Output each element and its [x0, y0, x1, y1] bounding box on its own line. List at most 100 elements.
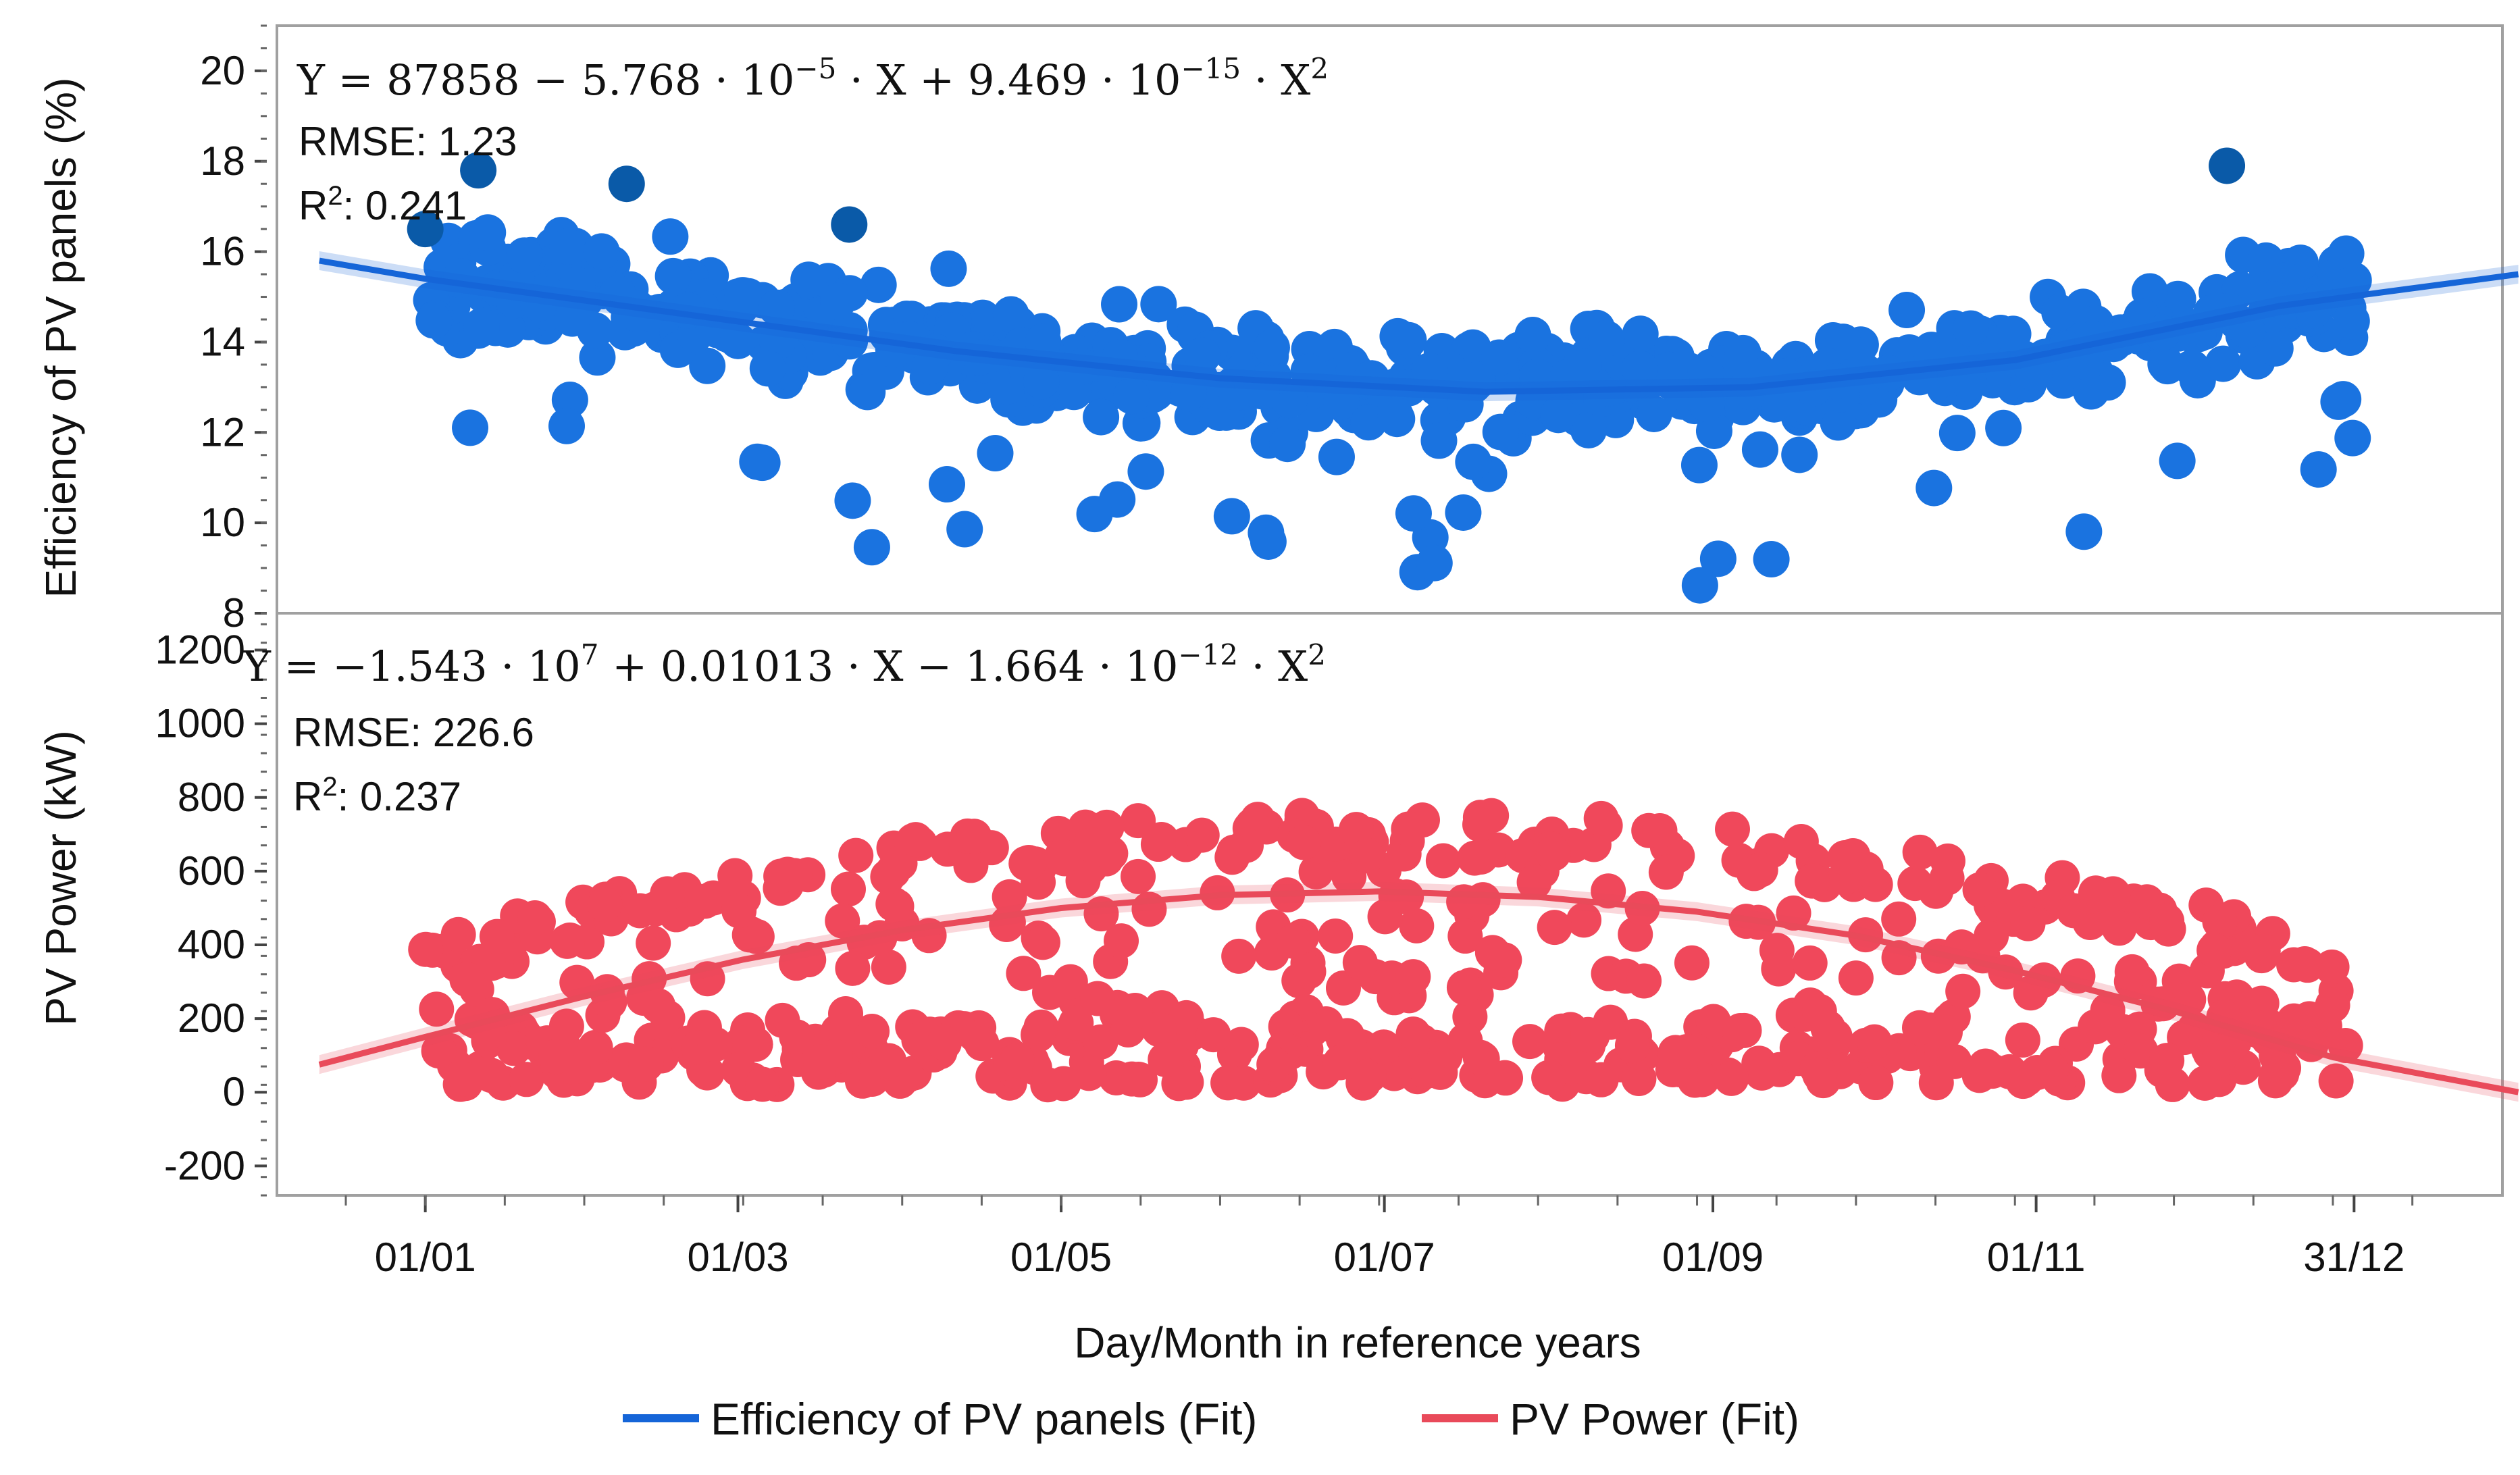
efficiency-point [2229, 312, 2266, 349]
efficiency-point [469, 214, 507, 251]
power-point [1447, 918, 1483, 954]
power-point [628, 1046, 664, 1082]
power-point [1626, 963, 1662, 999]
power-point [1744, 1055, 1780, 1091]
power-point [1329, 1018, 1365, 1054]
power-point [901, 1022, 937, 1058]
power-equation-exp3: 2 [1308, 638, 1326, 671]
power-point [777, 858, 813, 894]
efficiency-point [1753, 541, 1790, 578]
power-point [1927, 1014, 1963, 1050]
power-point [1006, 956, 1042, 991]
efficiency-point [1888, 292, 1926, 329]
efficiency-point [1915, 469, 1953, 507]
power-point [1695, 1004, 1731, 1039]
power-point [1792, 945, 1828, 981]
efficiency-point [962, 339, 999, 376]
efficiency-point [669, 292, 706, 329]
power-point [1722, 1013, 1758, 1049]
x-tick-label: 01/11 [1987, 1235, 2086, 1280]
power-point [1857, 1024, 1893, 1060]
power-point [650, 876, 686, 912]
power-point [1838, 960, 1874, 996]
efficiency-point [744, 444, 781, 482]
efficiency-point [1140, 286, 1177, 323]
efficiency-point [1101, 286, 1138, 323]
power-point [1275, 923, 1311, 959]
power-point [1945, 973, 1981, 1009]
x-tick-label: 01/07 [1334, 1235, 1435, 1280]
efficiency-point [548, 407, 586, 444]
power-point [828, 995, 864, 1031]
power-point [1223, 1027, 1259, 1062]
power-point [862, 920, 898, 956]
power-point [1325, 970, 1361, 1006]
y-tick-label: 0 [223, 1069, 245, 1114]
efficiency-point [2205, 345, 2242, 382]
efficiency-equation: Y = 87858 − 5.768 · 10−5 · X + 9.469 · 1… [297, 52, 1329, 105]
power-point [1389, 879, 1424, 915]
efficiency-point [1481, 339, 1518, 376]
power-point [2245, 933, 2281, 969]
power-point [825, 903, 860, 939]
power-point [1463, 839, 1499, 875]
efficiency-point [946, 511, 983, 548]
power-point [548, 1008, 584, 1044]
power-point [1810, 1010, 1846, 1045]
power-point [1410, 1053, 1445, 1089]
power-point [1104, 923, 1139, 959]
power-point [421, 1033, 457, 1069]
power-point [2328, 1027, 2363, 1063]
y-tick-label: 18 [200, 138, 245, 184]
efficiency-point [853, 529, 890, 566]
efficiency-equation-end: · X [1241, 55, 1310, 105]
power-point [1339, 812, 1374, 848]
power-point [408, 931, 444, 967]
power-point [1148, 1041, 1183, 1077]
x-axis-title: Day/Month in reference years [1074, 1318, 1641, 1367]
y-tick-label: 400 [178, 922, 245, 967]
power-point [1117, 992, 1153, 1028]
x-tick-label: 01/05 [1010, 1235, 1112, 1280]
efficiency-point [719, 322, 756, 359]
power-point [875, 886, 911, 922]
efficiency-equation-exp3: 2 [1310, 52, 1329, 85]
efficiency-point [1083, 398, 1120, 436]
efficiency-point [1248, 514, 1285, 551]
y-tick-label: 14 [200, 319, 245, 364]
power-r2: R2: 0.237 [293, 772, 461, 819]
efficiency-point [930, 250, 967, 287]
power-points-layer [408, 798, 2363, 1103]
efficiency-point [1322, 383, 1360, 420]
efficiency-point [860, 266, 897, 303]
power-point [1366, 1029, 1402, 1065]
efficiency-y-axis-title: Efficiency of PV panels (%) [36, 78, 85, 598]
efficiency-outlier-point [608, 165, 645, 203]
power-point [1583, 800, 1619, 836]
efficiency-point [912, 348, 949, 385]
power-point [1531, 1060, 1567, 1095]
power-point [1395, 959, 1431, 995]
power-point [1226, 1065, 1262, 1101]
efficiency-point [992, 296, 1029, 333]
efficiency-point [724, 277, 761, 314]
power-point [2276, 947, 2312, 983]
power-point [992, 879, 1027, 914]
power-point [999, 1043, 1035, 1079]
efficiency-point [1622, 315, 1659, 353]
efficiency-r2: R2: 0.241 [299, 181, 467, 228]
power-fit-line [318, 888, 2519, 1095]
power-point [1614, 1028, 1650, 1064]
legend: Efficiency of PV panels (Fit) PV Power (… [623, 1394, 1799, 1444]
efficiency-point [2065, 513, 2103, 550]
efficiency-outlier-point [831, 206, 868, 243]
efficiency-point [1395, 495, 1432, 532]
power-point [1083, 1024, 1118, 1060]
efficiency-point [1170, 374, 1207, 411]
y-tick-label: 600 [178, 848, 245, 894]
efficiency-point [1269, 425, 1306, 463]
efficiency-point [652, 218, 689, 255]
efficiency-point [1995, 315, 2032, 353]
power-point [1073, 827, 1109, 863]
